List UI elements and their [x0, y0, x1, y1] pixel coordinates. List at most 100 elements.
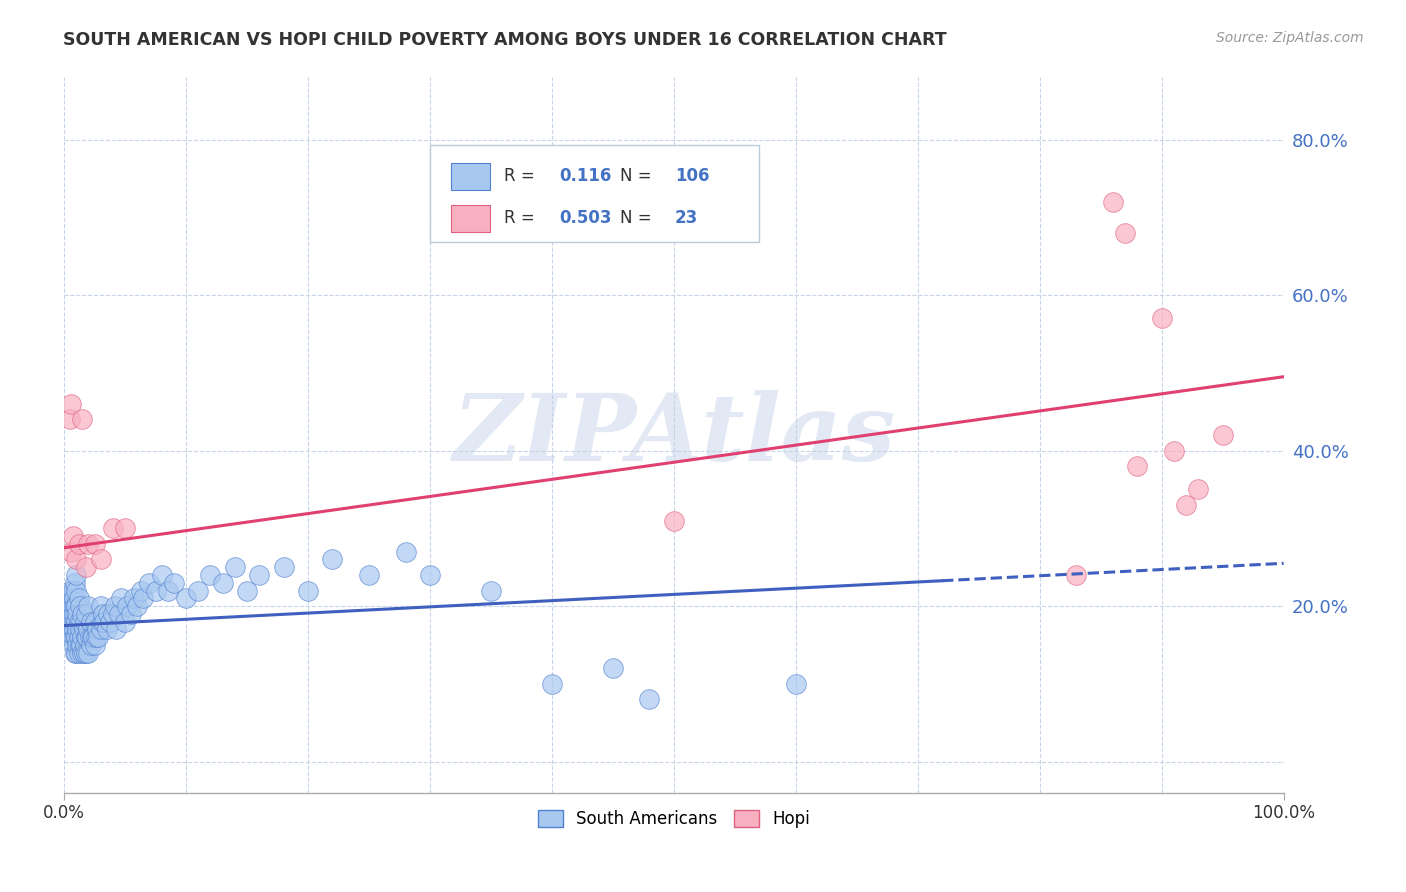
- Point: [91, 607, 114, 621]
- Point: [97, 607, 120, 621]
- Point: [76, 630, 98, 644]
- Point: [59, 607, 82, 621]
- Text: N =: N =: [620, 210, 652, 227]
- Point: [273, 560, 295, 574]
- Point: [1163, 443, 1185, 458]
- Point: [73, 638, 96, 652]
- Point: [66, 607, 89, 621]
- Point: [394, 544, 416, 558]
- Point: [59, 615, 82, 629]
- FancyBboxPatch shape: [451, 205, 489, 232]
- Point: [66, 638, 89, 652]
- Point: [83, 615, 105, 629]
- Point: [1212, 428, 1234, 442]
- Point: [117, 599, 139, 613]
- Point: [72, 646, 94, 660]
- Point: [75, 646, 97, 660]
- Text: 0.116: 0.116: [560, 167, 612, 186]
- Point: [150, 568, 173, 582]
- Point: [67, 615, 90, 629]
- Text: 106: 106: [675, 167, 710, 186]
- Point: [127, 599, 149, 613]
- Point: [1126, 459, 1149, 474]
- Text: R =: R =: [505, 167, 536, 186]
- Point: [60, 397, 83, 411]
- Point: [72, 412, 94, 426]
- Point: [73, 615, 96, 629]
- Point: [67, 646, 90, 660]
- Point: [62, 623, 84, 637]
- Point: [62, 583, 84, 598]
- Point: [90, 623, 112, 637]
- Point: [59, 591, 82, 606]
- Point: [1102, 194, 1125, 209]
- Point: [63, 646, 86, 660]
- Point: [86, 623, 108, 637]
- Point: [75, 560, 97, 574]
- Point: [1114, 226, 1136, 240]
- Point: [541, 677, 564, 691]
- Point: [69, 638, 91, 652]
- Point: [122, 591, 145, 606]
- Point: [174, 591, 197, 606]
- Point: [63, 575, 86, 590]
- Point: [419, 568, 441, 582]
- Point: [357, 568, 380, 582]
- Point: [72, 646, 94, 660]
- Point: [120, 607, 142, 621]
- Point: [62, 630, 84, 644]
- Point: [224, 560, 246, 574]
- Point: [163, 575, 186, 590]
- Text: ZIPAtlas: ZIPAtlas: [453, 390, 896, 480]
- Point: [114, 615, 136, 629]
- Point: [297, 583, 319, 598]
- Point: [110, 591, 132, 606]
- Point: [65, 615, 87, 629]
- Point: [72, 630, 94, 644]
- Text: Source: ZipAtlas.com: Source: ZipAtlas.com: [1216, 31, 1364, 45]
- Point: [114, 521, 136, 535]
- Point: [101, 607, 124, 621]
- Point: [60, 544, 83, 558]
- Point: [236, 583, 259, 598]
- Point: [60, 623, 83, 637]
- Point: [211, 575, 233, 590]
- Point: [60, 591, 83, 606]
- Point: [62, 638, 84, 652]
- Point: [785, 677, 807, 691]
- Point: [145, 583, 167, 598]
- Point: [65, 568, 87, 582]
- Point: [59, 412, 82, 426]
- Point: [87, 630, 110, 644]
- Point: [77, 537, 100, 551]
- Point: [75, 630, 97, 644]
- Point: [69, 599, 91, 613]
- Point: [108, 607, 131, 621]
- Point: [67, 537, 90, 551]
- Point: [156, 583, 179, 598]
- Text: R =: R =: [505, 210, 536, 227]
- Point: [1187, 483, 1209, 497]
- Point: [187, 583, 209, 598]
- Point: [105, 623, 128, 637]
- Point: [62, 591, 84, 606]
- Point: [93, 615, 115, 629]
- Point: [90, 615, 112, 629]
- Point: [83, 537, 105, 551]
- Point: [83, 638, 105, 652]
- Point: [62, 599, 84, 613]
- Point: [104, 599, 127, 613]
- Point: [62, 615, 84, 629]
- Point: [67, 591, 90, 606]
- Point: [82, 630, 104, 644]
- Point: [479, 583, 502, 598]
- Point: [62, 607, 84, 621]
- Point: [90, 599, 112, 613]
- Point: [138, 575, 160, 590]
- Point: [63, 630, 86, 644]
- Point: [129, 583, 152, 598]
- Point: [62, 529, 84, 543]
- Point: [321, 552, 343, 566]
- Point: [60, 607, 83, 621]
- Point: [662, 514, 685, 528]
